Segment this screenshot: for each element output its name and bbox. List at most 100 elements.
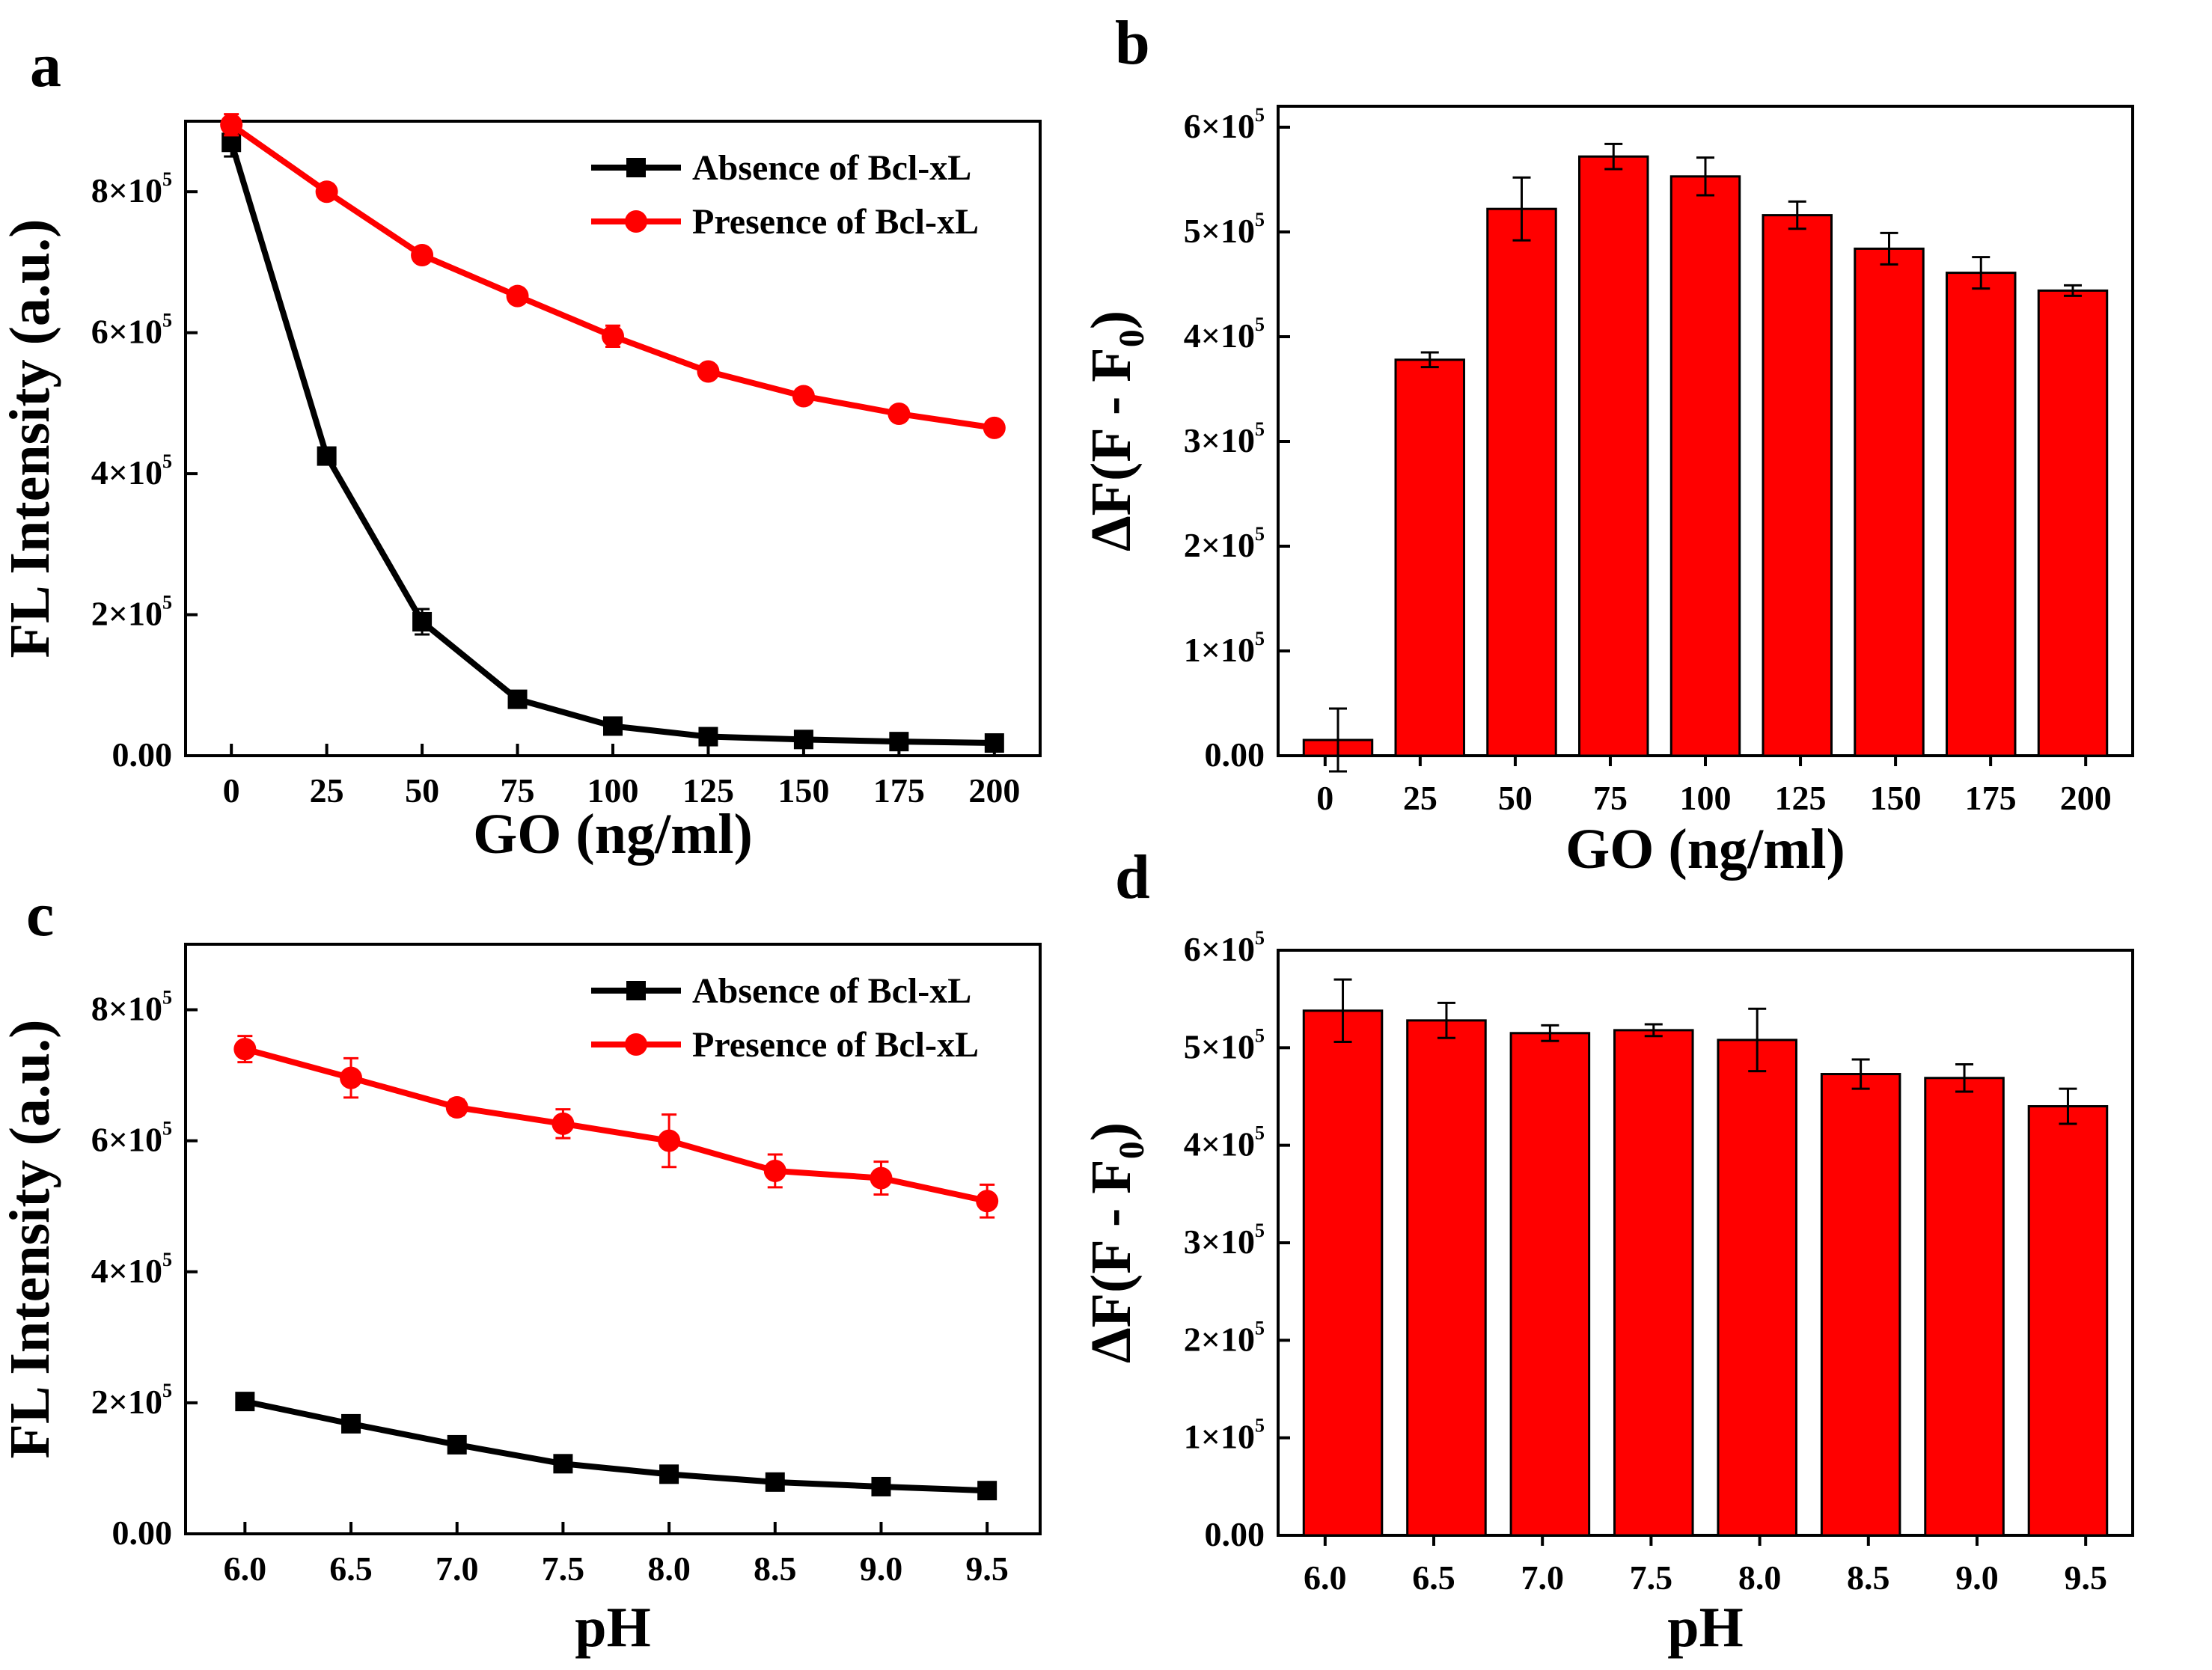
y-tick-label: 5×105 [1184,209,1265,250]
y-tick-mantissa: 5×10 [1184,1027,1255,1065]
y-tick-label: 1×105 [1184,628,1265,669]
panel-label-c: c [26,880,54,949]
y-tick-mantissa: 2×10 [91,595,162,633]
y-tick-exponent: 5 [1255,1415,1265,1437]
data-point [553,1454,573,1474]
x-tick-label: 7.5 [1630,1559,1673,1597]
y-tick-exponent: 5 [1255,628,1265,649]
bar [1946,272,2017,757]
series-line [244,1046,989,1205]
x-tick-label: 125 [1775,779,1827,817]
y-tick-label: 4×105 [1184,313,1265,355]
y-axis-label: ΔF(F - F0) [1080,311,1152,551]
y-tick-label: 0.00 [1205,735,1265,774]
legend-label: Presence of Bcl-xL [692,202,979,242]
data-point [870,1166,893,1190]
y-tick-mantissa: 8×10 [91,171,162,209]
y-axis-label-main: ΔF(F - F [1080,347,1143,551]
y-tick-mantissa: 2×10 [1184,526,1255,564]
bar [1717,1039,1797,1537]
y-tick-exponent: 5 [1255,523,1265,545]
y-tick-label: 4×105 [91,450,172,492]
data-point [603,716,623,736]
y-tick-exponent: 5 [162,1249,172,1270]
x-axis-label: pH [1667,1596,1743,1659]
y-tick-mantissa: 3×10 [1184,1223,1255,1261]
charts-group: 0 25 50 75 100 125 150 175 2000.002×1054×1056×10… [0,104,2134,1659]
data-point [765,1472,785,1492]
data-point [445,1096,468,1119]
data-point [340,1066,363,1089]
x-axis-label: GO (ng/ml) [473,803,753,866]
y-axis-label: ΔF(F - F0) [1080,1122,1152,1363]
y-tick-exponent: 5 [162,592,172,614]
x-tick-label: 75 [501,771,535,810]
x-tick-label: 6.0 [1304,1559,1347,1597]
series-presence [220,113,1006,439]
y-tick-label: 4×105 [1184,1122,1265,1163]
y-tick-mantissa: 6×10 [91,1121,162,1159]
y-tick-label: 0.00 [112,735,173,774]
y-tick-exponent: 5 [162,1118,172,1140]
x-tick-label: 50 [1498,779,1533,817]
bar [1669,175,1741,757]
panel-label-d: d [1115,842,1150,912]
y-tick-mantissa: 0.00 [1205,1515,1265,1553]
y-tick-label: 6×105 [91,310,172,351]
x-tick-label: 9.5 [965,1550,1009,1588]
x-tick-label: 200 [968,771,1020,810]
data-point [658,1129,681,1152]
bar [2037,289,2109,757]
y-tick-mantissa: 2×10 [91,1383,162,1421]
series-presence [233,1035,999,1219]
data-point [447,1434,467,1455]
y-tick-label: 2×105 [1184,1317,1265,1358]
y-tick-mantissa: 6×10 [1184,107,1255,145]
y-tick-label: 0.00 [1205,1515,1265,1553]
legend-marker [625,1033,647,1056]
y-tick-mantissa: 6×10 [1184,930,1255,968]
y-tick-exponent: 5 [1255,927,1265,949]
y-tick-mantissa: 4×10 [1184,1125,1255,1163]
y-tick-mantissa: 4×10 [91,1252,162,1290]
legend: Absence of Bcl-xL Presence of Bcl-xL [591,148,979,242]
y-tick-label: 6×105 [91,1118,172,1159]
x-tick-label: 100 [1680,779,1732,817]
bar [1486,207,1557,757]
y-tick-mantissa: 2×10 [1184,1320,1255,1358]
y-tick-mantissa: 5×10 [1184,212,1255,250]
x-tick-label: 125 [682,771,734,810]
panel-label-a: a [30,31,61,100]
y-tick-exponent: 5 [1255,209,1265,230]
x-tick-label: 25 [310,771,344,810]
y-tick-mantissa: 6×10 [91,313,162,351]
y-tick-mantissa: 4×10 [1184,316,1255,355]
x-tick-label: 6.5 [1412,1559,1455,1597]
y-tick-exponent: 5 [1255,1122,1265,1144]
y-tick-label: 3×105 [1184,1220,1265,1261]
y-tick-exponent: 5 [162,168,172,190]
y-tick-label: 2×105 [1184,523,1265,564]
bar [1302,1009,1384,1537]
y-axis-label-tail: ) [1080,311,1143,329]
data-point [983,416,1006,439]
y-tick-exponent: 5 [1255,1024,1265,1046]
legend-marker [625,210,647,233]
legend-marker [626,981,646,1000]
x-tick-label: 9.5 [2064,1559,2107,1597]
y-axis-label-tail: ) [1080,1122,1143,1141]
data-point [235,1392,255,1412]
y-tick-exponent: 5 [1255,1317,1265,1339]
x-tick-label: 7.0 [436,1550,479,1588]
y-tick-label: 8×105 [91,987,172,1028]
y-tick-mantissa: 3×10 [1184,421,1255,459]
x-tick-label: 175 [1965,779,2017,817]
series-absence [235,1392,997,1501]
bar [1762,214,1833,757]
bar [1613,1029,1694,1537]
x-tick-label: 50 [405,771,439,810]
y-tick-label: 0.00 [112,1514,173,1552]
y-tick-mantissa: 0.00 [112,735,173,774]
legend-marker [626,158,646,177]
y-tick-mantissa: 4×10 [91,453,162,492]
